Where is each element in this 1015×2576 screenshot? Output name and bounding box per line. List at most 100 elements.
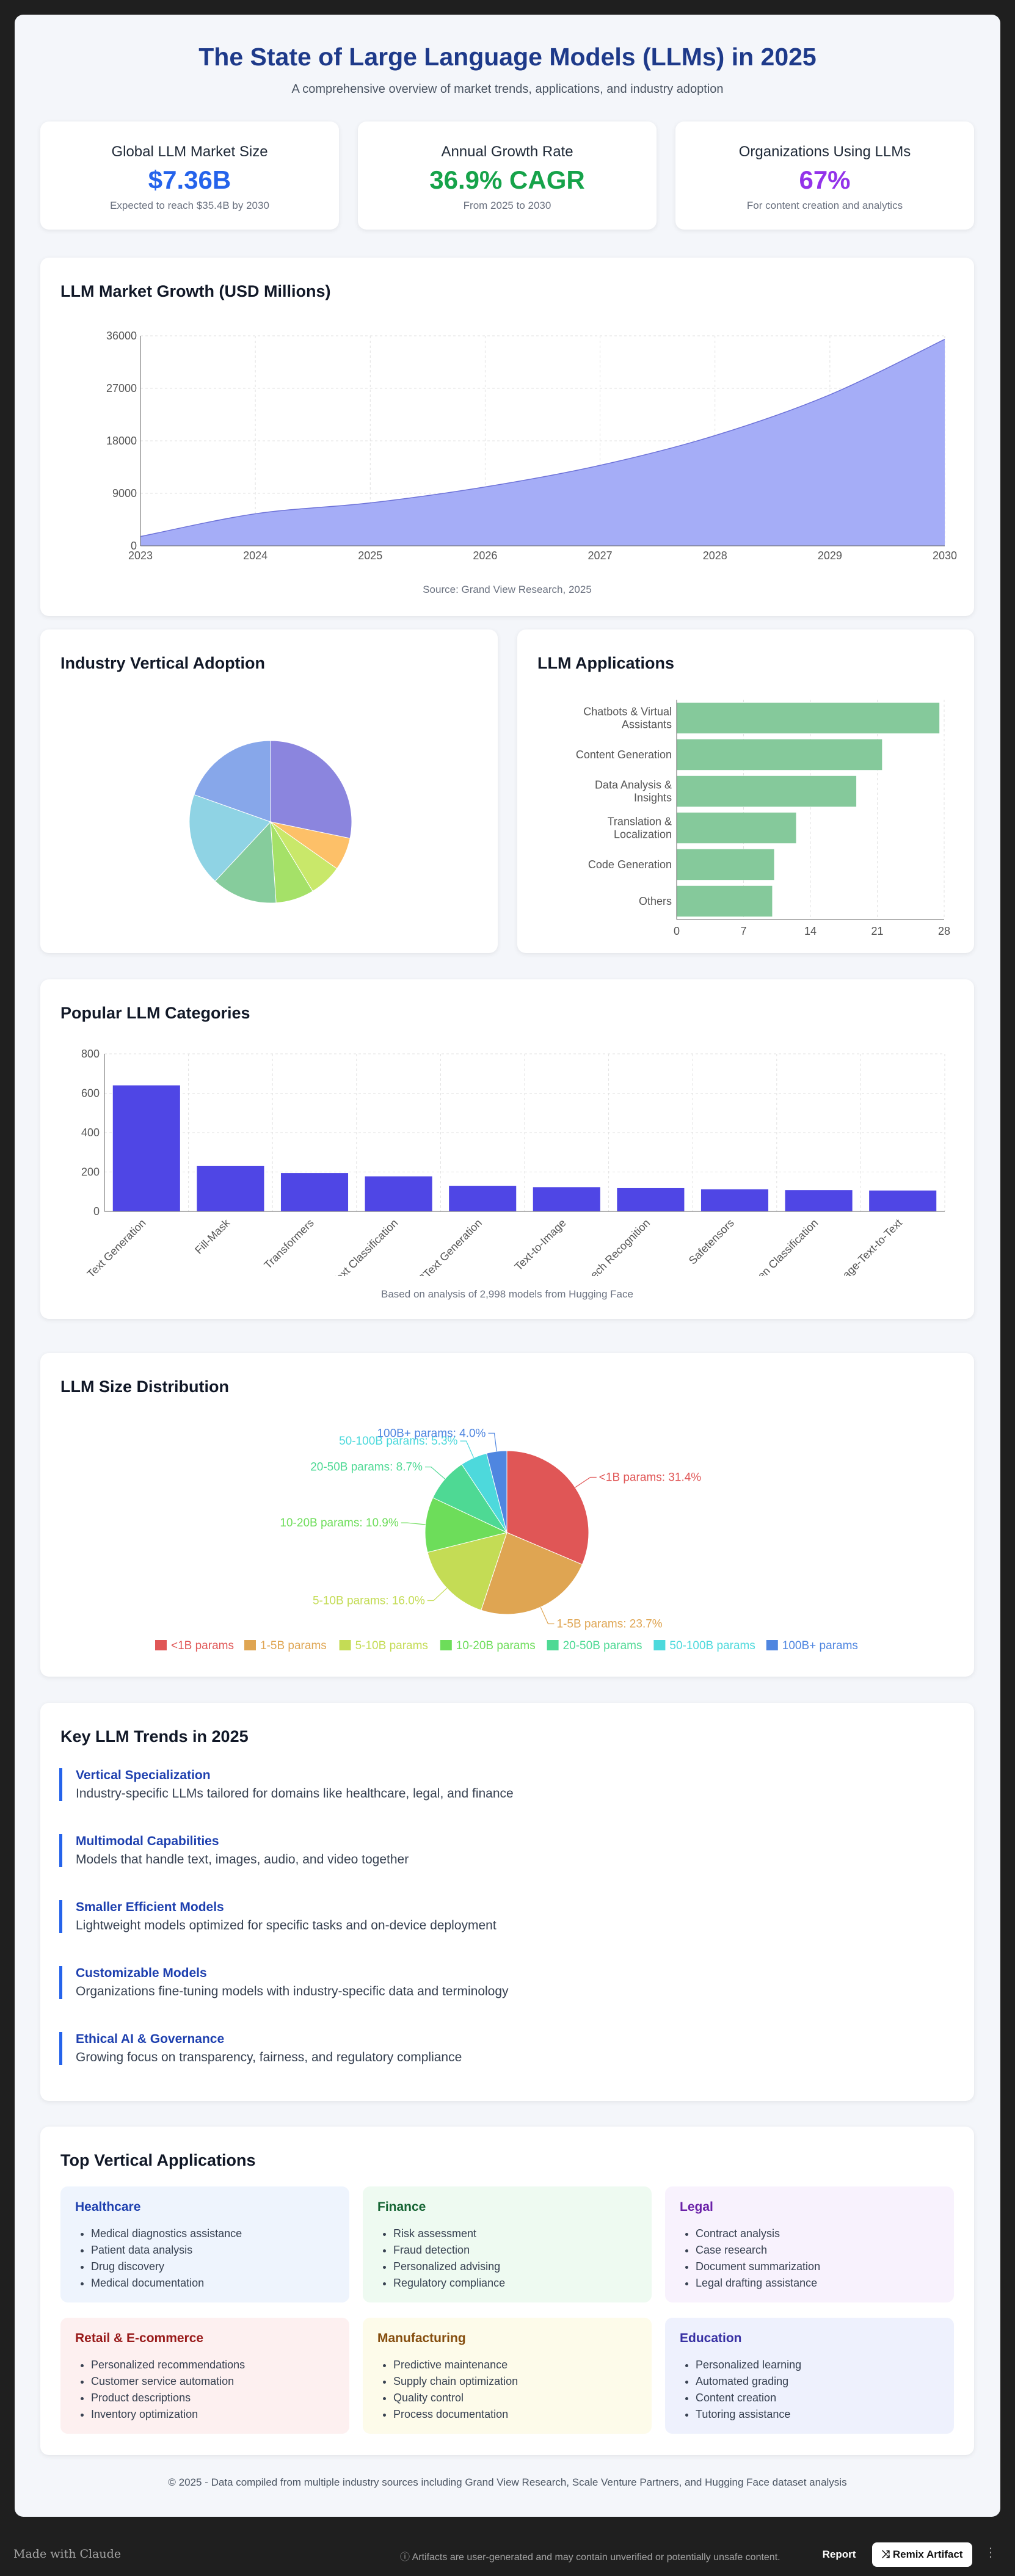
x-tick-label: Token Classification [743, 1217, 821, 1294]
size-distribution-card: LLM Size Distribution <1B params: 31.4% 1… [40, 1353, 974, 1677]
y-tick-label: Translation & [608, 816, 672, 828]
industry-adoption-title: Industry Vertical Adoption [60, 654, 266, 672]
vertical-list-item: Personalized recommendations [91, 2357, 335, 2373]
y-tick-label: 600 [81, 1087, 100, 1100]
market-growth-card: LLM Market Growth (USD Millions) 0 9000 18… [40, 258, 974, 616]
trend-item: Customizable Models Organizations fine-t… [59, 1966, 975, 1999]
y-tick-label: 800 [81, 1048, 100, 1060]
pie-slice [270, 740, 352, 839]
trend-item-desc: Organizations fine-tuning models with in… [76, 1984, 509, 1998]
pie-slice [194, 740, 271, 822]
bar [677, 812, 796, 844]
x-tick-label: Fill-Mask [192, 1216, 233, 1257]
stat-sub: For content creation and analytics [746, 200, 903, 211]
y-tick-label: 400 [81, 1127, 100, 1139]
industry-adoption-card: Industry Vertical Adoption [40, 629, 498, 953]
vertical-title: Healthcare [75, 2200, 141, 2214]
y-tick-label: 27000 [106, 382, 137, 394]
bottom-bar: Made with Claude ⓘ Artifacts are user-ge… [0, 2531, 1015, 2576]
slice-leader [575, 1476, 597, 1488]
market-growth-source: Source: Grand View Research, 2025 [423, 584, 592, 595]
info-icon: ⓘ [400, 2552, 412, 2563]
y-tick-label: Content Generation [576, 749, 672, 761]
trend-item-desc: Growing focus on transparency, fairness,… [76, 2050, 462, 2064]
vertical-list-item: Contract analysis [696, 2226, 939, 2242]
report-button[interactable]: Report [822, 2549, 856, 2560]
x-tick-label: 2030 [933, 550, 957, 562]
stat-card-growth-rate: Annual Growth Rate 36.9% CAGR From 2025 … [358, 122, 657, 230]
x-tick-label: 2027 [588, 550, 613, 562]
slice-leader [401, 1522, 426, 1525]
remix-artifact-button[interactable]: ⤨ Remix Artifact [872, 2542, 972, 2567]
stat-card-organizations: Organizations Using LLMs 67% For content… [675, 122, 974, 230]
legend-label: 10-20B params [456, 1639, 536, 1652]
market-growth-chart: 0 9000 18000 27000 36000 2023 2024 2025 2026 2027… [106, 330, 957, 562]
slice-leader [488, 1432, 497, 1452]
y-tick-label: Data Analysis & [595, 779, 672, 791]
trend-item-desc: Lightweight models optimized for specifi… [76, 1918, 497, 1932]
categories-source: Based on analysis of 2,998 models from H… [381, 1288, 633, 1300]
bar [533, 1187, 600, 1211]
bar [700, 1189, 769, 1211]
legend-swatch [766, 1640, 778, 1650]
slice-leader [460, 1440, 475, 1458]
vertical-list-item: Fraud detection [393, 2242, 637, 2259]
trend-item-title: Smaller Efficient Models [76, 1900, 224, 1914]
x-tick-label: Text2Text Generation [402, 1217, 484, 1299]
vertical-list-item: Legal drafting assistance [696, 2275, 939, 2291]
vertical-title: Manufacturing [377, 2331, 466, 2345]
pie-slice [506, 1450, 589, 1566]
vertical-box-healthcare: Healthcare Medical diagnostics assistanc… [60, 2186, 349, 2302]
pie-slice [189, 794, 271, 882]
bar [677, 885, 773, 917]
stat-sub: From 2025 to 2030 [463, 200, 551, 211]
x-tick-label: Text Generation [85, 1217, 148, 1280]
bar [197, 1166, 264, 1211]
made-with-label: Made with Claude [13, 2547, 122, 2561]
page-title: The State of Large Language Models (LLMs… [198, 43, 817, 71]
stat-value: 36.9% CAGR [429, 165, 585, 194]
vertical-list-item: Regulatory compliance [393, 2275, 637, 2291]
stat-sub: Expected to reach $35.4B by 2030 [110, 200, 269, 211]
y-tick-label: Code Generation [588, 858, 672, 871]
remix-label: Remix Artifact [892, 2549, 963, 2560]
x-tick-label: Text Classification [329, 1217, 400, 1288]
vertical-list-item: Drug discovery [91, 2259, 335, 2275]
vertical-list-item: Medical documentation [91, 2275, 335, 2291]
y-tick-label: Insights [634, 792, 672, 804]
slice-leader [427, 1587, 448, 1602]
vertical-list-item: Automated grading [696, 2373, 939, 2390]
slice-label: 20-50B params: 8.7% [310, 1461, 423, 1474]
legend-swatch [440, 1640, 452, 1650]
y-tick-label: Chatbots & Virtual [583, 706, 672, 718]
bar [677, 702, 940, 734]
vertical-list-item: Product descriptions [91, 2390, 335, 2406]
y-tick-label: Others [639, 895, 672, 907]
x-tick-label: 2028 [703, 550, 727, 562]
stat-label: Global LLM Market Size [111, 143, 268, 160]
legend-label: <1B params [171, 1639, 234, 1652]
vertical-list-item: Customer service automation [91, 2373, 335, 2390]
more-options-icon[interactable]: ⋮ [984, 2546, 997, 2560]
vertical-list-item: Quality control [393, 2390, 637, 2406]
pie-slice [214, 821, 277, 904]
vertical-title: Retail & E-commerce [75, 2331, 204, 2345]
bar [785, 1190, 853, 1211]
vertical-list-item: Inventory optimization [91, 2406, 335, 2423]
bar [677, 739, 882, 771]
trend-item: Ethical AI & Governance Growing focus on… [59, 2032, 975, 2065]
x-tick-label: Safetensors [686, 1217, 737, 1267]
vertical-list-item: Tutoring assistance [696, 2406, 939, 2423]
trend-item-desc: Industry-specific LLMs tailored for doma… [76, 1787, 514, 1801]
artifact-frame: The State of Large Language Models (LLMs… [15, 15, 1000, 2517]
trends-card: Key LLM Trends in 2025 Vertical Speciali… [40, 1703, 974, 2101]
y-tick-label: 18000 [106, 435, 137, 447]
y-tick-label: 200 [81, 1166, 100, 1178]
x-tick-label: Image-Text-to-Text [831, 1217, 904, 1290]
legend-label: 1-5B params [260, 1639, 327, 1652]
slice-label: 1-5B params: 23.7% [556, 1617, 662, 1630]
legend-swatch [653, 1640, 666, 1650]
vertical-box-manufacturing: Manufacturing Predictive maintenance Sup… [363, 2318, 652, 2434]
legend-swatch [155, 1640, 167, 1650]
